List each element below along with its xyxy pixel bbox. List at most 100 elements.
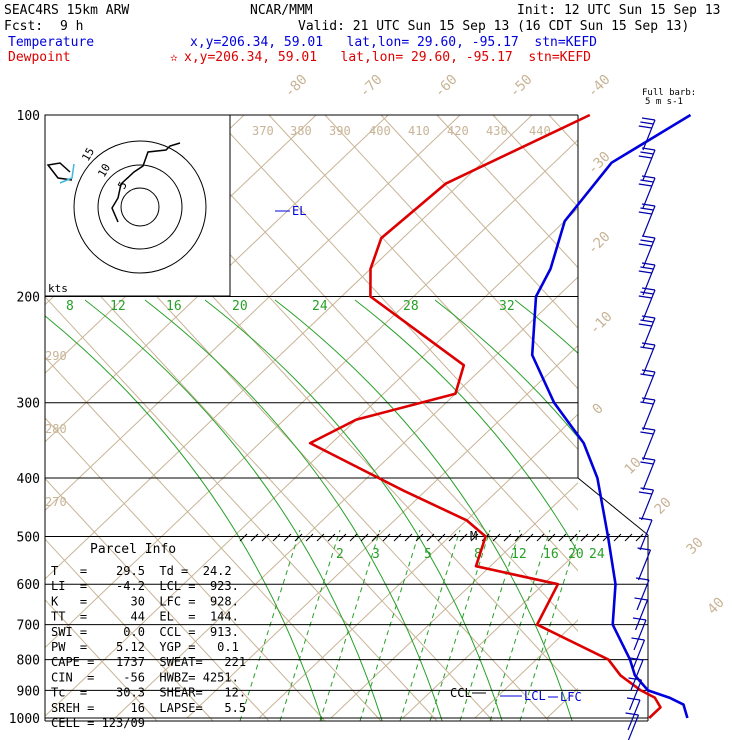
theta-label: 370 [252,124,274,138]
hodograph: 5 10 15 kts [44,114,231,297]
freezing-hatch [580,533,589,542]
wind-barb-staff [642,149,656,181]
wind-barb [638,287,656,321]
freezing-hatch [569,533,578,542]
dry-adiabat-line [45,296,438,721]
dry-adiabat-line [324,115,578,390]
freezing-hatch [426,533,435,542]
parcel-info-row: PW = 5.12 YGP = 0.1 [51,640,239,654]
wind-barb [625,712,640,740]
org-label: NCAR/MMM [250,3,313,18]
isotherm-label: 20 [652,495,675,518]
freezing-hatch [327,533,336,542]
wind-barb-staff [642,459,656,491]
parcel-info-row: K = 30 LFC = 928. [51,594,239,608]
isotherm-line [258,413,578,719]
theta-label: 380 [290,124,312,138]
freezing-hatch [459,533,468,542]
freezing-hatch [525,533,534,542]
freezing-hatch [360,533,369,542]
dry-adiabat-line [212,115,578,511]
isotherm-line [691,115,740,718]
freezing-hatch [371,533,380,542]
dry-adiabat-line [436,115,578,269]
wind-barb-feather [640,266,654,270]
wind-barb-feather [641,117,656,121]
freezing-hatch [261,533,270,542]
wind-barb-staff [633,619,647,651]
pressure-tick-label: 300 [17,397,40,412]
isotherm-line [45,139,578,649]
theta-e-label: 28 [403,299,419,314]
parcel-info-row: TT = 44 EL = 144. [51,610,239,624]
mixing-ratio-line [359,529,421,721]
mixing-ratio-label: 12 [511,547,527,562]
annotation-lfc: LFC [560,690,582,704]
freezing-hatch [272,533,281,542]
theta-e-label: 12 [110,299,126,314]
isotherm-label: 10 [622,455,645,478]
isotherm-line [45,115,461,512]
wind-barb-feather [638,125,652,129]
theta-side-label: 290 [45,349,67,363]
wind-barb [640,427,656,461]
lower-frame-edge [577,477,649,536]
wind-barb-feather [638,211,652,215]
temperature-profile [530,113,692,719]
wind-barb-staff [642,371,656,403]
isotherm-line [45,115,389,443]
wind-barb [631,637,646,671]
wind-barb-feather [641,235,656,239]
isotherm-line [619,115,740,718]
wind-barb-column: Full barb: 5 m s-1 [625,88,696,740]
hodograph-ring-5 [120,187,160,227]
freezing-hatch [437,533,446,542]
parcel-info-row: SREH = 16 LAPSE= 5.5 [51,701,246,715]
wind-barb-key-line-1: Full barb: [642,88,696,98]
isotherm-line [330,482,578,719]
moist-adiabat-line [434,299,578,439]
freezing-hatch [283,533,292,542]
init-time: Init: 12 UTC Sun 15 Sep 13 [517,3,721,18]
theta-e-label: 24 [312,299,328,314]
wind-barb-feather [641,315,656,319]
wind-barb-feather [640,319,654,323]
wind-barb-staff [631,639,646,671]
theta-label: 390 [329,124,351,138]
dry-adiabat-line [268,115,578,451]
wind-barb-staff [642,429,656,461]
wind-barb-feather [638,323,652,327]
dewpoint-location: x,y=206.34, 59.01 lat,lon= 29.60, -95.17… [184,50,591,65]
wind-barb-feather [641,342,656,346]
annotation-m: M [470,529,477,543]
freezing-hatch [382,533,391,542]
dry-adiabat-line [45,599,158,721]
mixing-ratio-line [239,529,301,721]
wind-barb-feather [638,491,652,495]
freezing-hatch [503,533,512,542]
wind-barb-feather [640,151,654,155]
pressure-tick-label: 700 [17,619,40,634]
isotherm-label: -70 [357,72,386,101]
wind-barb-feather [634,597,648,601]
annotation-lcl: LCL [524,689,546,703]
parcel-info-row: T = 29.5 Td = 24.2 [51,564,232,578]
wind-barb-staff [630,659,644,691]
dry-adiabat-line [717,115,740,721]
wind-barb-feather [641,287,656,291]
wind-barb-staff [639,519,653,551]
wind-barb [640,369,656,403]
wind-barb-feather [638,270,652,274]
parcel-info-box: Parcel Info T = 29.5 Td = 24.2LI = -4.2 … [51,542,246,730]
sounding-profiles [308,113,692,719]
parcel-info-row: CAPE = 1737 SWEAT= 221 [51,655,246,669]
hodograph-ring-10 [97,164,183,250]
wind-barb-feather [641,262,656,266]
wind-barb-staff [642,264,656,296]
temperature-legend: Temperature [8,35,95,50]
wind-barb [640,397,656,431]
dry-adiabat-line [45,235,494,721]
model-title: SEAC4RS 15km ARW [4,3,130,18]
hodograph-units: kts [48,282,68,295]
